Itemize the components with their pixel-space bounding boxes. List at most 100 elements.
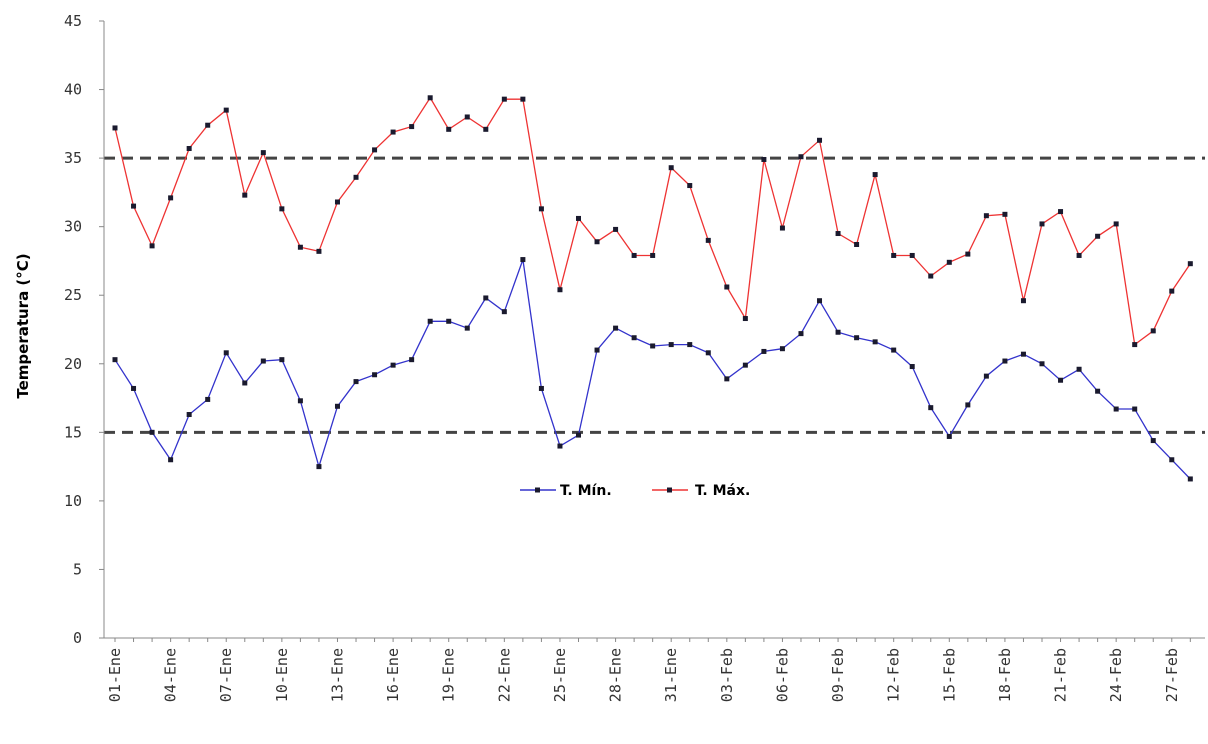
y-tick-label: 40: [64, 81, 82, 99]
data-point: [483, 126, 489, 132]
data-point: [223, 107, 229, 113]
data-point: [353, 379, 359, 385]
legend: T. Mín. T. Máx.: [520, 483, 750, 499]
data-point: [983, 373, 989, 379]
x-tick-label: 24-Feb: [1107, 648, 1125, 702]
data-point: [965, 251, 971, 257]
data-point: [316, 248, 322, 254]
data-point: [1058, 377, 1064, 383]
data-point: [742, 362, 748, 368]
x-tick-label: 09-Feb: [829, 648, 847, 702]
series-line: [114, 259, 1191, 480]
data-point: [446, 126, 452, 132]
data-point: [1187, 476, 1193, 482]
data-point: [687, 342, 693, 348]
x-tick-label: 01-Ene: [106, 648, 124, 702]
data-point: [705, 237, 711, 243]
data-point: [724, 376, 730, 382]
x-tick-label: 27-Feb: [1163, 648, 1181, 702]
data-point: [260, 150, 266, 156]
data-point: [168, 457, 174, 463]
data-point: [1002, 211, 1008, 217]
data-point: [798, 154, 804, 160]
data-point: [168, 195, 174, 201]
reference-lines: [104, 156, 1205, 434]
data-point: [613, 325, 619, 331]
x-tick-label: 21-Feb: [1052, 648, 1070, 702]
x-tick-label: 10-Ene: [273, 648, 291, 702]
x-tick-label: 25-Ene: [551, 648, 569, 702]
data-point: [835, 231, 841, 237]
data-point: [946, 259, 952, 265]
data-point: [242, 380, 248, 386]
data-point: [1169, 288, 1175, 294]
x-tick-label: 07-Ene: [217, 648, 235, 702]
data-point: [1095, 233, 1101, 239]
legend-item-tmin: T. Mín.: [520, 483, 612, 499]
data-point: [1039, 361, 1045, 367]
data-point: [1095, 388, 1101, 394]
data-point: [334, 403, 340, 409]
y-tick-label: 25: [64, 286, 82, 304]
data-point: [761, 156, 767, 162]
data-point: [613, 226, 619, 232]
data-point: [538, 206, 544, 212]
x-tick-label: 16-Ene: [384, 648, 402, 702]
data-point: [798, 331, 804, 337]
series-tmax: [112, 95, 1193, 348]
data-point: [409, 124, 415, 130]
data-point: [668, 165, 674, 171]
data-point: [705, 350, 711, 356]
data-point: [520, 257, 526, 263]
data-point: [260, 358, 266, 364]
data-point: [817, 298, 823, 304]
x-tick-label: 31-Ene: [662, 648, 680, 702]
data-point: [779, 346, 785, 352]
series-line: [114, 96, 1191, 346]
data-point: [131, 385, 137, 391]
data-point: [149, 243, 155, 249]
data-point: [1187, 261, 1193, 267]
data-point: [946, 433, 952, 439]
data-point: [965, 402, 971, 408]
data-point: [223, 350, 229, 356]
data-point: [112, 125, 118, 131]
data-point: [1076, 366, 1082, 372]
data-point: [1039, 221, 1045, 227]
data-point: [928, 273, 934, 279]
x-tick-label: 04-Ene: [162, 648, 180, 702]
data-point: [390, 362, 396, 368]
data-point: [334, 199, 340, 205]
data-point: [297, 244, 303, 250]
y-tick-label: 15: [64, 423, 82, 441]
data-point: [909, 364, 915, 370]
data-point: [854, 335, 860, 341]
data-point: [724, 284, 730, 290]
y-axis-title: Temperatura (°C): [14, 253, 32, 398]
data-point: [1150, 438, 1156, 444]
data-point: [891, 347, 897, 353]
y-tick-label: 20: [64, 355, 82, 373]
data-point: [891, 252, 897, 258]
data-point: [576, 432, 581, 438]
data-point: [1113, 221, 1119, 227]
data-point: [1113, 406, 1119, 412]
data-point: [983, 213, 989, 219]
data-point: [372, 372, 378, 378]
legend-item-tmax: T. Máx.: [652, 483, 750, 499]
data-point: [538, 385, 544, 391]
data-point: [1132, 342, 1138, 348]
legend-label: T. Máx.: [695, 483, 750, 499]
y-tick-label: 30: [64, 218, 82, 236]
data-point: [501, 96, 507, 102]
x-axis-ticks: 01-Ene 04-Ene 07-Ene 10-Ene 13-Ene 16-Ene 19-E…: [106, 638, 1191, 702]
data-point: [353, 174, 359, 180]
data-point: [501, 309, 507, 315]
data-point: [297, 398, 303, 404]
legend-swatch-marker: [535, 487, 540, 493]
data-point: [928, 405, 934, 411]
data-point: [464, 114, 470, 120]
data-point: [242, 192, 248, 198]
data-point: [131, 203, 137, 209]
